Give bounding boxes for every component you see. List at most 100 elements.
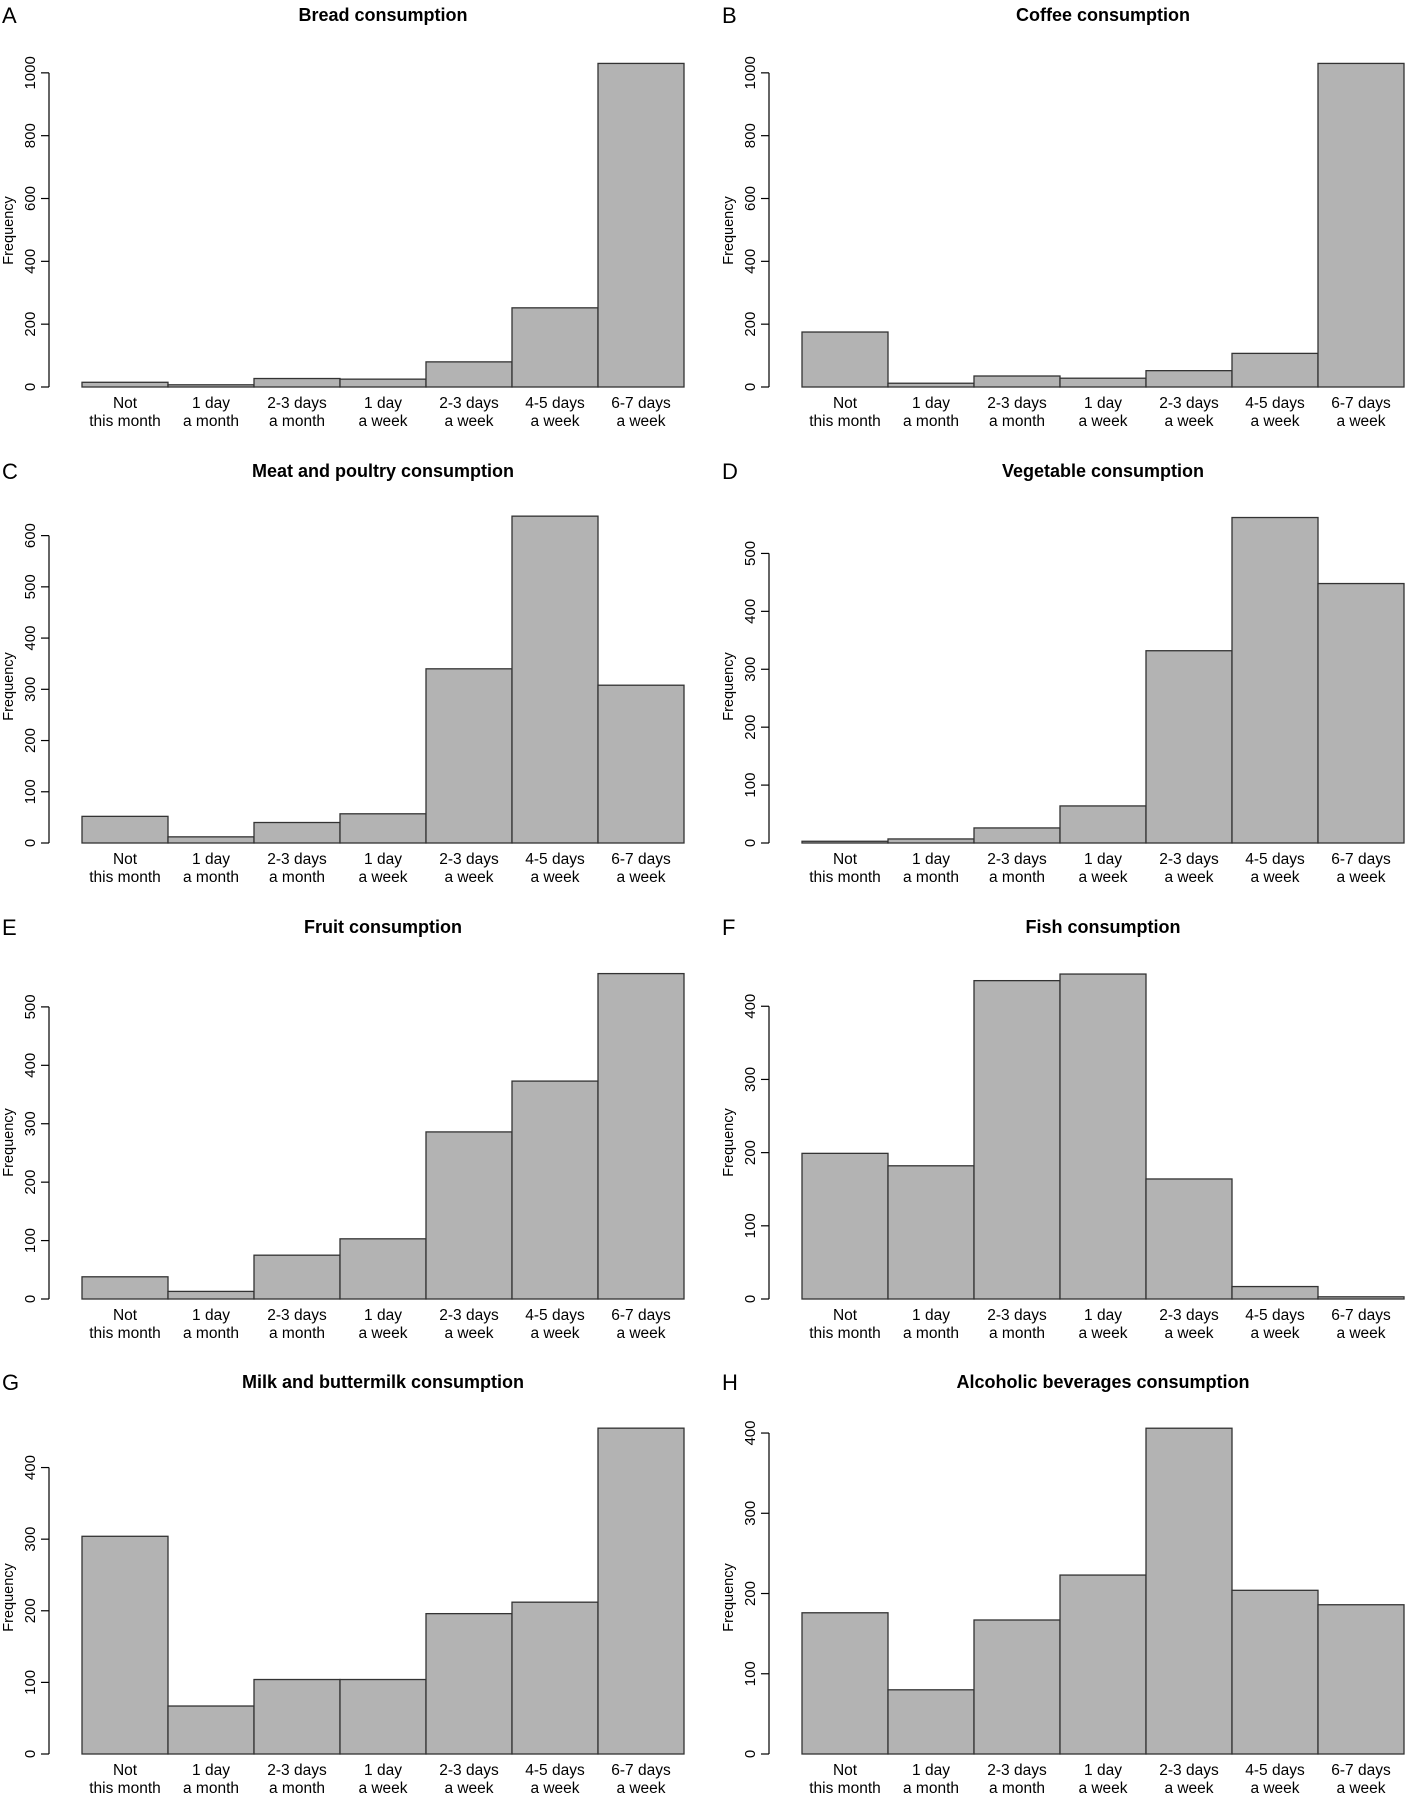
x-tick-label: 2-3 days a month [987, 1762, 1047, 1797]
x-tick-label: Not this month [89, 851, 161, 886]
bar [597, 684, 685, 844]
bar [1145, 650, 1233, 844]
bar [1145, 1178, 1233, 1300]
y-tick-label: 400 [742, 599, 759, 624]
x-tick-label: 1 day a month [903, 395, 959, 430]
x-tick-label: Not this month [809, 1307, 881, 1342]
x-tick-label: 6-7 days a week [1331, 395, 1391, 430]
x-tick-label: 2-3 days a week [1159, 851, 1219, 886]
panel-c: C Meat and poultry consumption Not this mon… [1, 459, 685, 886]
bar [81, 1535, 169, 1755]
bar [511, 515, 599, 844]
y-tick-label: 600 [22, 523, 39, 548]
x-tick-label: 2-3 days a month [267, 1762, 327, 1797]
x-tick-label: Not this month [89, 395, 161, 430]
panel-g: G Milk and buttermilk consumption Not this … [1, 1370, 685, 1797]
bar [1231, 1285, 1319, 1300]
x-tick-label: 6-7 days a week [1331, 1762, 1391, 1797]
bar [1317, 62, 1405, 388]
y-tick-label: 100 [22, 779, 39, 804]
x-tick-label: 1 day a week [358, 851, 407, 886]
y-tick-label: 300 [22, 1111, 39, 1136]
bar [253, 821, 341, 844]
bar [81, 381, 169, 388]
y-axis-label: Frequency [721, 1108, 737, 1177]
chart-title: Coffee consumption [1016, 5, 1190, 25]
x-tick-label: 1 day a week [358, 1762, 407, 1797]
y-tick-label: 500 [742, 541, 759, 566]
bar [1145, 1427, 1233, 1755]
y-tick-label: 400 [22, 1053, 39, 1078]
x-tick-label: 4-5 days a week [1245, 395, 1305, 430]
bar [1059, 377, 1147, 388]
y-tick-label: 100 [22, 1670, 39, 1695]
y-tick-label: 0 [742, 1750, 759, 1758]
y-tick-label: 600 [742, 186, 759, 211]
bar [597, 1427, 685, 1755]
y-axis-label: Frequency [1, 652, 17, 721]
x-tick-label: Not this month [809, 851, 881, 886]
bar [1059, 973, 1147, 1300]
y-tick-label: 300 [742, 657, 759, 682]
panel-e: E Fruit consumption Not this month 1 day a mo… [1, 915, 685, 1342]
y-tick-label: 300 [22, 677, 39, 702]
bar [801, 840, 889, 844]
y-tick-label: 200 [22, 312, 39, 337]
chart-title: Milk and buttermilk consumption [242, 1372, 524, 1392]
bar [81, 815, 169, 844]
x-tick-label: 2-3 days a month [267, 851, 327, 886]
bar [339, 1678, 427, 1755]
bar [167, 384, 255, 388]
bar [425, 668, 513, 844]
y-axis-label: Frequency [721, 196, 737, 265]
x-tick-label: 6-7 days a week [611, 851, 671, 886]
y-tick-label: 800 [22, 123, 39, 148]
x-tick-label: 4-5 days a week [1245, 851, 1305, 886]
bar [253, 1254, 341, 1300]
y-tick-label: 0 [22, 383, 39, 391]
bar [339, 378, 427, 388]
x-tick-label: 6-7 days a week [611, 395, 671, 430]
chart-title: Meat and poultry consumption [252, 461, 514, 481]
y-tick-label: 400 [22, 626, 39, 651]
bar [973, 979, 1061, 1300]
y-tick-label: 0 [22, 1750, 39, 1758]
x-tick-label: 4-5 days a week [1245, 1307, 1305, 1342]
bar [1317, 582, 1405, 844]
y-tick-label: 200 [742, 1581, 759, 1606]
bar [887, 1165, 975, 1300]
chart-title: Vegetable consumption [1002, 461, 1204, 481]
panel-d: D Vegetable consumption Not this month 1 day… [721, 459, 1405, 886]
bar [339, 1238, 427, 1300]
y-axis-label: Frequency [721, 652, 737, 721]
y-tick-label: 1000 [22, 56, 39, 89]
x-tick-label: 6-7 days a week [1331, 1307, 1391, 1342]
y-axis-label: Frequency [1, 1108, 17, 1177]
y-tick-label: 0 [22, 839, 39, 847]
bar [425, 1131, 513, 1300]
y-tick-label: 100 [742, 1213, 759, 1238]
y-tick-label: 400 [742, 1421, 759, 1446]
bar [1231, 352, 1319, 388]
bar [167, 1290, 255, 1300]
bar [801, 1152, 889, 1300]
chart-title: Fruit consumption [304, 917, 462, 937]
panel-h: H Alcoholic beverages consumption Not this … [721, 1370, 1405, 1797]
x-tick-label: 4-5 days a week [525, 1307, 585, 1342]
bar [1059, 805, 1147, 844]
chart-title: Bread consumption [298, 5, 467, 25]
chart-title: Alcoholic beverages consumption [956, 1372, 1249, 1392]
bar [1317, 1296, 1405, 1300]
chart-title: Fish consumption [1026, 917, 1181, 937]
x-tick-label: 1 day a week [358, 395, 407, 430]
x-tick-label: Not this month [89, 1762, 161, 1797]
x-tick-label: 2-3 days a week [439, 395, 499, 430]
y-axis-label: Frequency [721, 1563, 737, 1632]
x-tick-label: 1 day a week [1078, 395, 1127, 430]
x-tick-label: 1 day a month [903, 851, 959, 886]
x-tick-label: 4-5 days a week [1245, 1762, 1305, 1797]
y-tick-label: 1000 [742, 56, 759, 89]
bar [1317, 1604, 1405, 1755]
y-tick-label: 200 [22, 1170, 39, 1195]
bar [887, 838, 975, 844]
